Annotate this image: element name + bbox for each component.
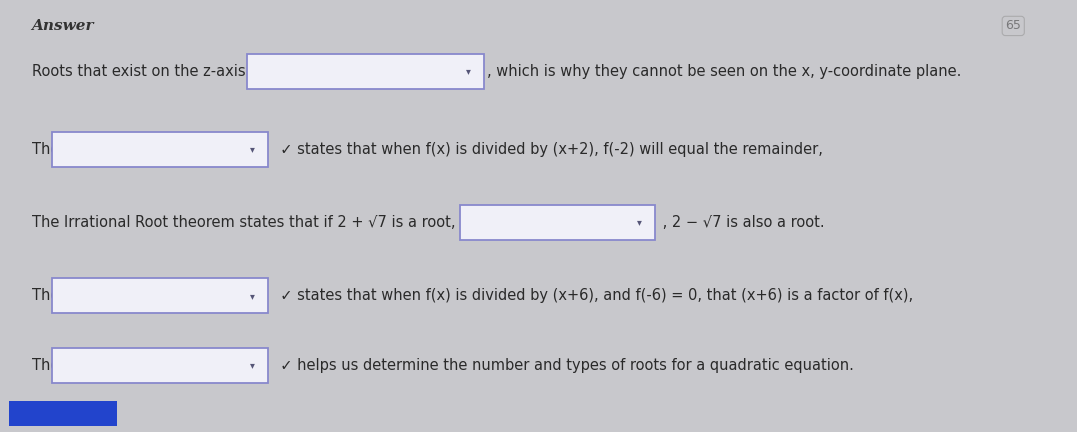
- Text: ▾: ▾: [466, 66, 471, 76]
- FancyBboxPatch shape: [52, 131, 268, 167]
- FancyBboxPatch shape: [52, 278, 268, 314]
- Text: ▾: ▾: [250, 360, 255, 370]
- Text: ▾: ▾: [250, 291, 255, 301]
- Text: The: The: [31, 289, 59, 303]
- FancyBboxPatch shape: [966, 0, 1050, 432]
- FancyBboxPatch shape: [10, 401, 116, 426]
- Text: 65: 65: [1005, 19, 1021, 32]
- Text: ▾: ▾: [637, 217, 642, 228]
- Text: ✓ states that when f(x) is divided by (x+6), and f(-6) = 0, that (x+6) is a fact: ✓ states that when f(x) is divided by (x…: [271, 289, 913, 303]
- Text: The: The: [31, 358, 59, 372]
- Text: The Irrational Root theorem states that if 2 + √7 is a root, then its: The Irrational Root theorem states that …: [31, 215, 520, 230]
- Text: The: The: [31, 142, 59, 156]
- Text: , 2 − √7 is also a root.: , 2 − √7 is also a root.: [658, 215, 825, 230]
- Text: ▾: ▾: [250, 144, 255, 154]
- Text: ✓ states that when f(x) is divided by (x+2), f(-2) will equal the remainder,: ✓ states that when f(x) is divided by (x…: [271, 142, 823, 156]
- Text: Roots that exist on the z-axis are: Roots that exist on the z-axis are: [31, 64, 278, 79]
- FancyBboxPatch shape: [52, 347, 268, 383]
- Text: , which is why they cannot be seen on the x, y-coordinate plane.: , which is why they cannot be seen on th…: [487, 64, 962, 79]
- Text: Answer: Answer: [31, 19, 94, 33]
- Text: ✓ helps us determine the number and types of roots for a quadratic equation.: ✓ helps us determine the number and type…: [271, 358, 854, 372]
- FancyBboxPatch shape: [460, 205, 655, 240]
- FancyBboxPatch shape: [247, 54, 484, 89]
